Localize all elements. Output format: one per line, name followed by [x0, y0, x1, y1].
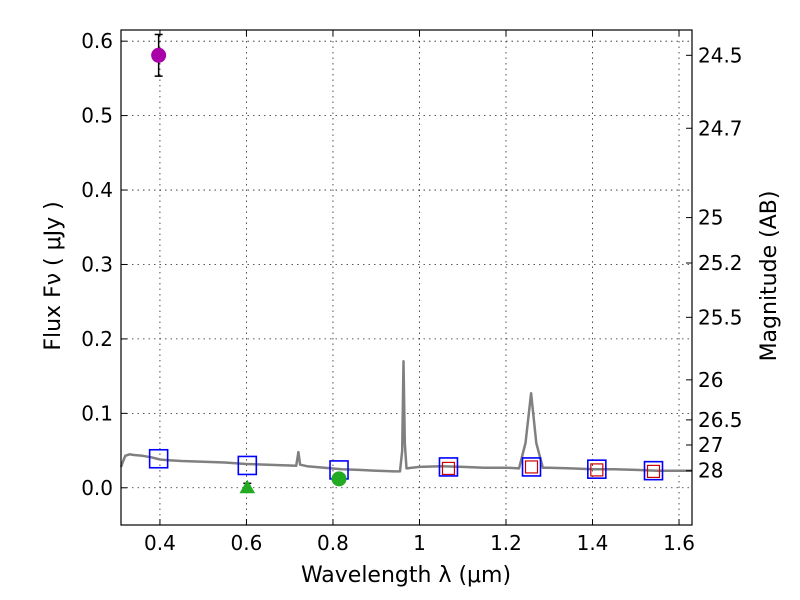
x-tick-label: 0.4 [144, 531, 176, 555]
y-tick-label: 0.6 [81, 29, 113, 53]
upper-limit-marker [239, 479, 256, 494]
right-tick-label: 24.7 [698, 116, 743, 140]
observed-flux-marker [646, 464, 661, 479]
right-axis-label: Magnitude (AB) [757, 191, 782, 362]
right-tick-label: 26.5 [698, 408, 743, 432]
y-tick-label: 0.5 [81, 104, 113, 128]
y-tick-label: 0.2 [81, 327, 113, 351]
gridlines [121, 30, 692, 525]
x-tick-label: 1 [413, 531, 426, 555]
plot-frame [120, 29, 693, 526]
model-sed-line [119, 359, 692, 473]
x-tick-label: 0.6 [231, 531, 263, 555]
right-tick-label: 27 [698, 433, 723, 457]
plot-series [119, 33, 692, 494]
y-tick-label: 0.0 [81, 476, 113, 500]
right-tick-label: 25.5 [698, 305, 743, 329]
x-tick-label: 1.2 [490, 531, 522, 555]
model-band-marker [148, 448, 169, 469]
x-tick-label: 1.6 [663, 531, 695, 555]
model-band-marker [438, 457, 459, 477]
y-tick-label: 0.3 [81, 252, 113, 276]
x-tick-label: 0.8 [317, 531, 349, 555]
right-tick-label: 25.2 [698, 251, 743, 275]
x-tick-label: 1.4 [577, 531, 609, 555]
observed-flux-marker [590, 463, 604, 477]
observed-flux-marker [524, 460, 539, 474]
y-tick-label: 0.1 [81, 401, 113, 425]
model-band-marker [237, 455, 258, 476]
right-tick-label: 26 [698, 368, 723, 392]
right-tick-label: 24.5 [698, 43, 743, 67]
y-tick-label: 0.4 [81, 178, 113, 202]
model-band-marker [643, 460, 664, 481]
detection-marker [331, 471, 347, 487]
axes: 0.4 0.6 0.8 1 1.2 1.4 1.6 0.0 0.1 0.2 0.3 0.4 0.5 0.6… [81, 29, 742, 555]
y-axis-label: Flux Fν ( μJy ) [41, 201, 66, 350]
model-band-marker [521, 457, 542, 477]
observed-flux-marker [441, 461, 456, 476]
right-tick-label: 25 [698, 206, 723, 230]
right-tick-label: 28 [698, 459, 723, 483]
model-band-marker [587, 459, 607, 479]
x-axis-label: Wavelength λ (μm) [301, 563, 511, 588]
detection-marker [151, 47, 167, 63]
